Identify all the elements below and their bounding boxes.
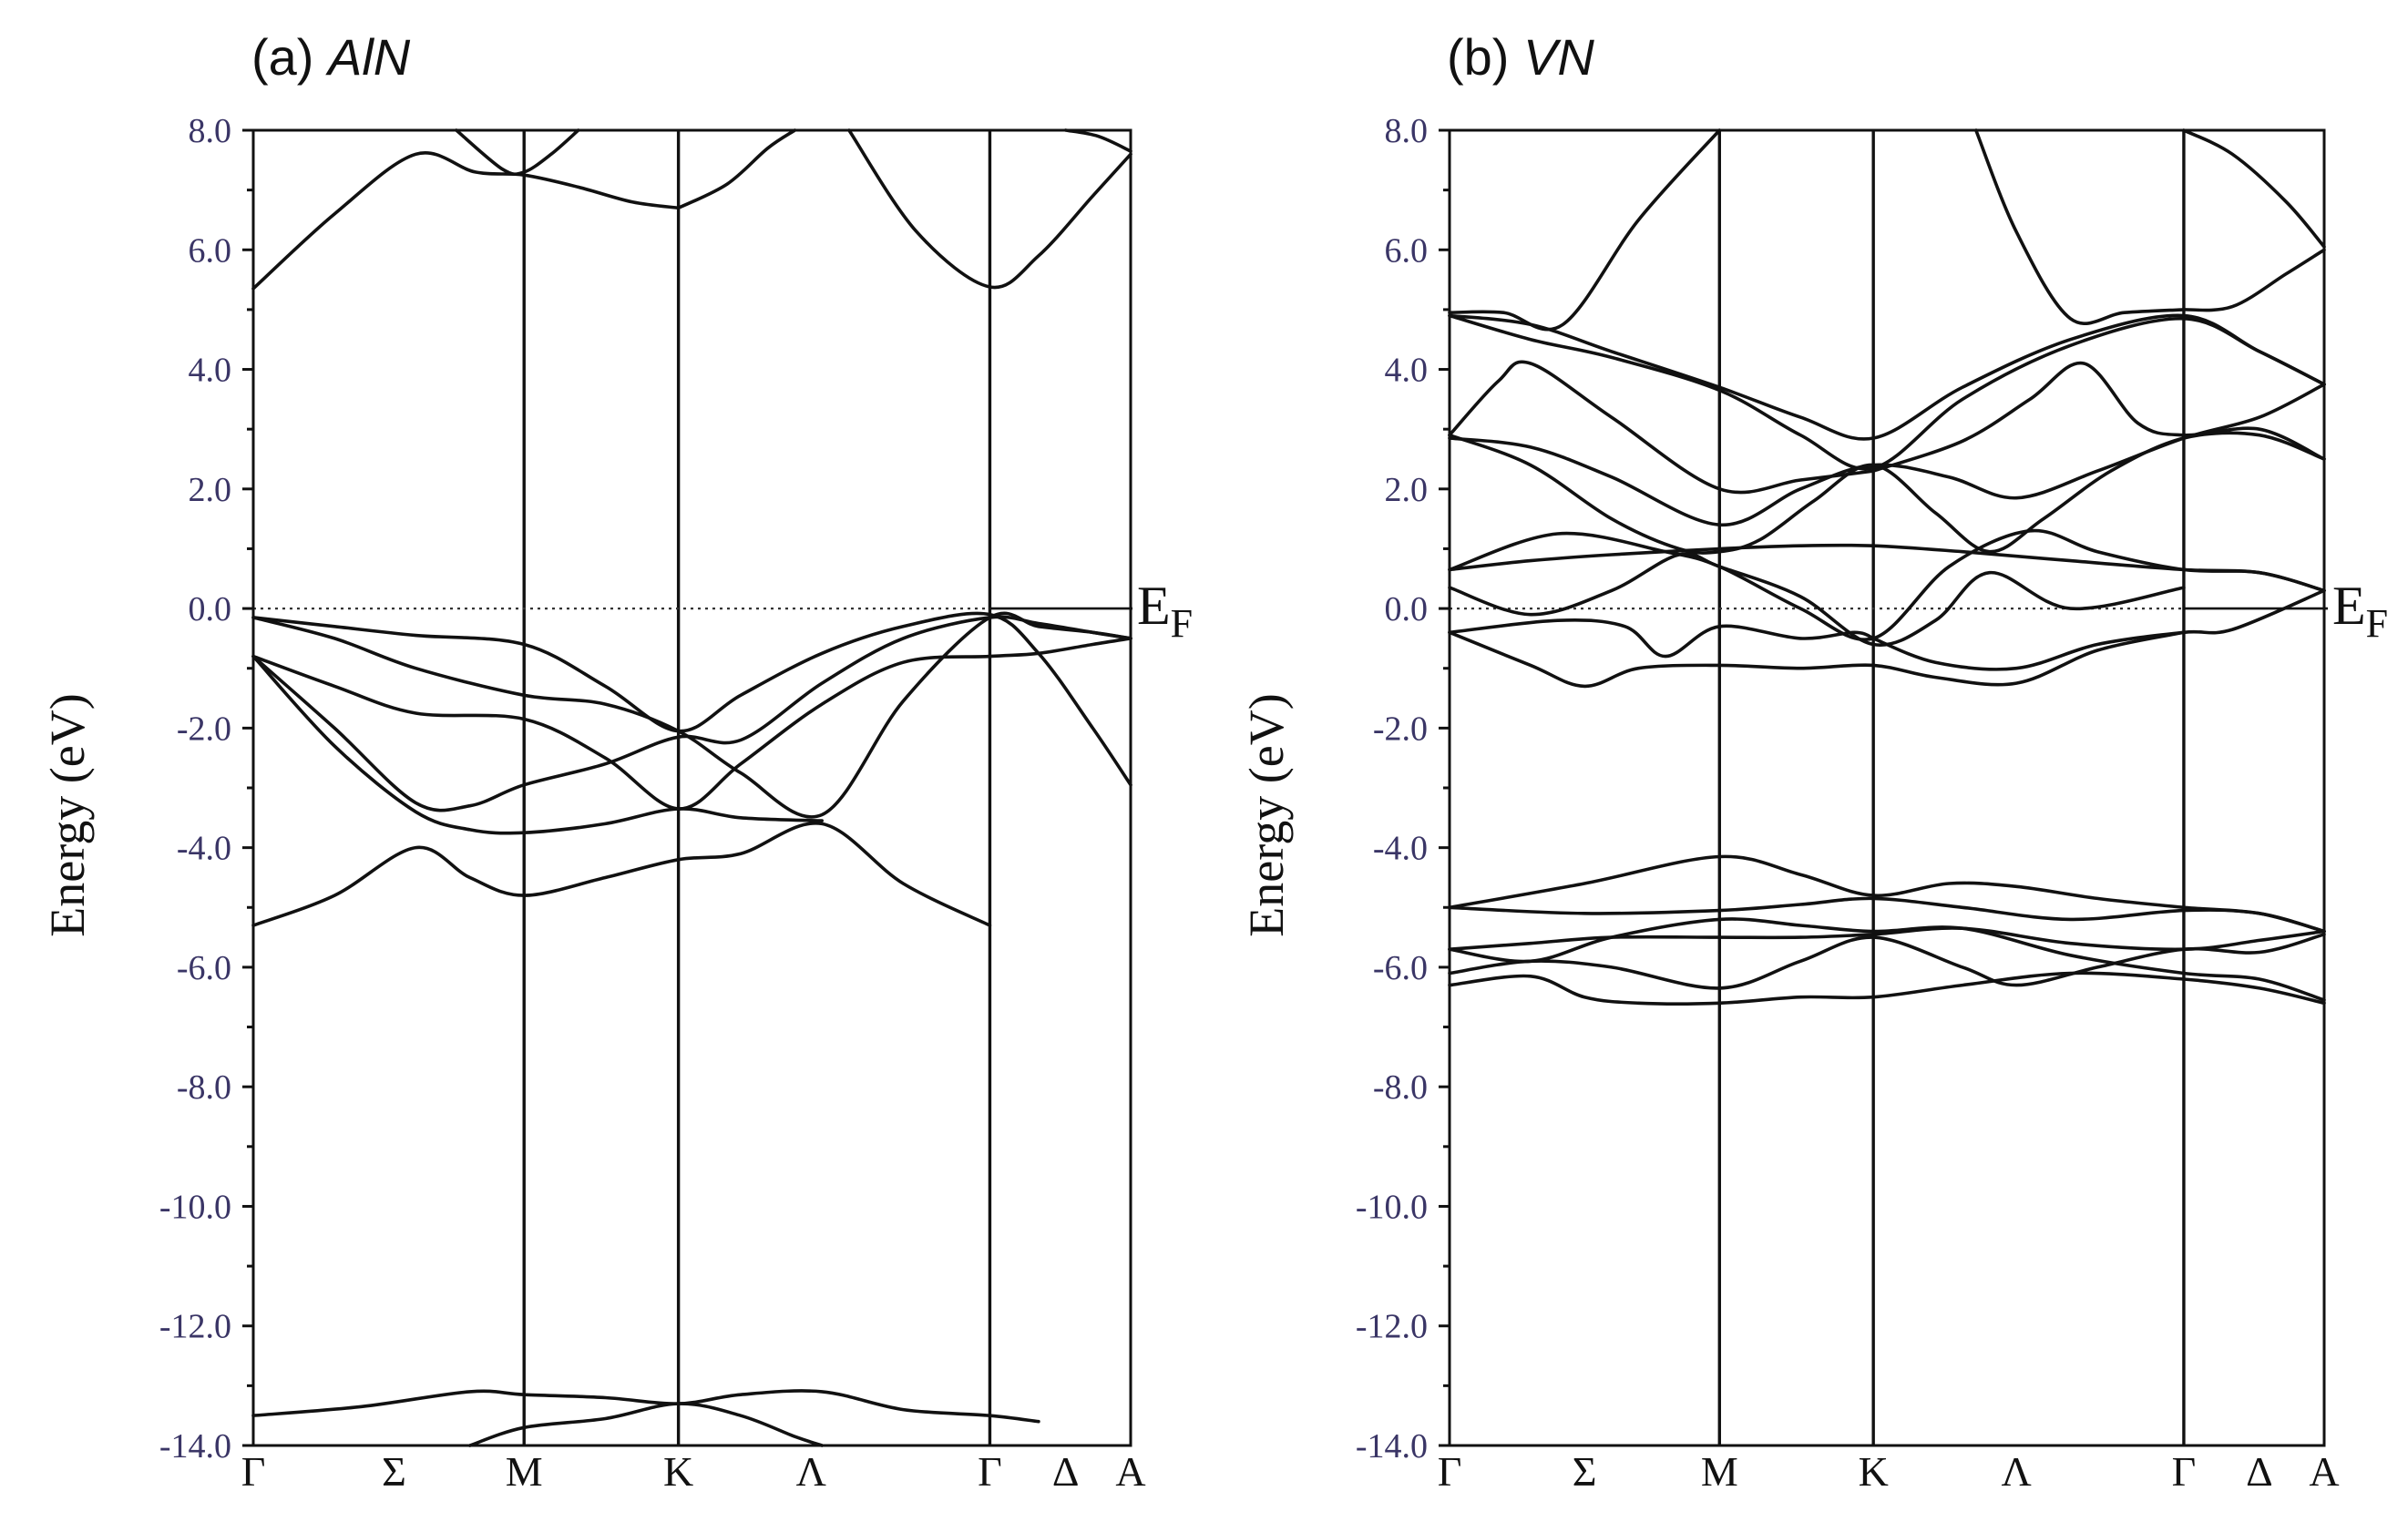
panel-a-aln: (a) AlN Energy (eV) EF -14.0 -12.0 -10.0 -8…	[40, 28, 1193, 1495]
band-line-12	[1448, 552, 2186, 647]
band-line-0	[1448, 128, 1722, 332]
band-line-8	[251, 615, 1132, 812]
y-tick-label: -4.0	[177, 830, 231, 868]
kpoint-label-0: Γ	[241, 1448, 266, 1495]
y-tick-label: -8.0	[1373, 1068, 1428, 1107]
kpoint-label-3: K	[1859, 1448, 1889, 1495]
y-tick-label: 8.0	[1385, 112, 1429, 150]
kpoint-label-5: Γ	[2172, 1448, 2197, 1495]
panel-b-ylabel: Energy (eV)	[1239, 693, 1294, 936]
y-tick-label: -2.0	[177, 710, 231, 748]
band-line-7	[1871, 361, 2326, 473]
panel-b-title: (b) VN	[1447, 28, 1594, 86]
band-line-13	[1448, 618, 1875, 659]
y-tick-label: 2.0	[189, 471, 232, 509]
panel-b-bands	[1448, 128, 2326, 1006]
band-line-1	[1974, 128, 2186, 325]
band-line-0	[251, 151, 681, 291]
kpoint-label-0: Γ	[1438, 1448, 1462, 1495]
y-tick-label: -2.0	[1373, 710, 1428, 748]
y-tick-label: 6.0	[1385, 231, 1429, 270]
y-tick-label: -12.0	[1356, 1308, 1428, 1346]
y-tick-label: -8.0	[177, 1068, 231, 1107]
y-tick-label: 0.0	[1385, 590, 1429, 628]
panel-b-fermi-label: EF	[2332, 576, 2388, 646]
band-line-14	[1871, 588, 2326, 671]
panel-b-kpoint-lines	[1717, 130, 2186, 1445]
band-line-8	[1448, 383, 2326, 527]
band-line-6	[1448, 360, 1875, 495]
panel-a-fermi-label: EF	[1137, 576, 1193, 646]
band-line-16	[1448, 854, 2326, 934]
y-tick-label: -12.0	[159, 1308, 231, 1346]
panel-b-y-tick-labels: -14.0 -12.0 -10.0 -8.0 -6.0 -4.0 -2.0 0.0 2.0 4.0…	[1356, 112, 1428, 1466]
y-tick-label: -4.0	[1373, 830, 1428, 868]
y-tick-label: -14.0	[159, 1427, 231, 1466]
y-tick-label: -6.0	[1373, 949, 1428, 987]
band-line-4	[1063, 128, 1132, 153]
panel-a-y-tick-labels: -14.0 -12.0 -10.0 -8.0 -6.0 -4.0 -2.0 0.0 2.0 4.0…	[159, 112, 231, 1466]
band-line-4	[1448, 313, 2326, 441]
band-line-10	[1448, 543, 2326, 593]
y-tick-label: -6.0	[177, 949, 231, 987]
kpoint-label-2: M	[1701, 1448, 1738, 1495]
band-line-15	[1448, 630, 2186, 689]
panel-a-kpoint-lines	[522, 130, 992, 1445]
band-line-10	[251, 821, 992, 927]
kpoint-label-1: Σ	[382, 1448, 406, 1495]
band-line-1	[676, 128, 797, 210]
y-tick-label: 0.0	[189, 590, 232, 628]
kpoint-label-7: A	[2309, 1448, 2339, 1495]
y-tick-label: -10.0	[159, 1188, 231, 1226]
y-tick-label: -10.0	[1356, 1188, 1428, 1226]
y-tick-label: 2.0	[1385, 471, 1429, 509]
band-line-6	[251, 611, 1132, 819]
band-line-20	[1448, 933, 2326, 990]
kpoint-label-5: Γ	[978, 1448, 1002, 1495]
kpoint-label-3: K	[663, 1448, 693, 1495]
band-line-11	[251, 1389, 1040, 1424]
band-line-9	[251, 654, 824, 835]
band-line-5	[251, 611, 1132, 787]
y-tick-label: 4.0	[189, 352, 232, 390]
band-line-11	[1448, 528, 2326, 642]
kpoint-label-6: Δ	[2246, 1448, 2273, 1495]
band-line-3	[2182, 128, 2326, 249]
kpoint-label-7: A	[1115, 1448, 1145, 1495]
band-line-5	[1448, 313, 2326, 471]
panel-a-ylabel: Energy (eV)	[40, 693, 95, 936]
kpoint-label-1: Σ	[1573, 1448, 1597, 1495]
kpoint-label-2: M	[506, 1448, 543, 1495]
panel-b-y-ticks	[1439, 128, 1450, 1447]
kpoint-label-4: Λ	[796, 1448, 826, 1495]
y-tick-label: 4.0	[1385, 352, 1429, 390]
y-tick-label: 6.0	[189, 231, 232, 270]
panel-a-title: (a) AlN	[251, 28, 411, 86]
band-line-2	[847, 128, 1132, 290]
band-line-12	[468, 1402, 824, 1447]
panel-a-bands	[251, 128, 1132, 1447]
band-line-3	[455, 128, 580, 176]
band-line-17	[1448, 896, 2326, 934]
band-line-7	[251, 637, 1132, 811]
band-line-2	[2182, 248, 2326, 312]
band-line-9	[1448, 431, 2326, 555]
band-line-21	[1448, 971, 2326, 1006]
y-tick-label: 8.0	[189, 112, 232, 150]
panel-b-vn: (b) VN Energy (eV) EF -14.0 -12.0 -10.0 -8.…	[1239, 28, 2388, 1495]
panel-a-frame	[251, 128, 1132, 1447]
kpoint-label-4: Λ	[2002, 1448, 2032, 1495]
y-tick-label: -14.0	[1356, 1427, 1428, 1466]
band-line-19	[1448, 917, 2326, 1002]
panel-a-y-ticks	[242, 128, 253, 1447]
panel-b-frame	[1448, 128, 2326, 1447]
kpoint-label-6: Δ	[1052, 1448, 1080, 1495]
